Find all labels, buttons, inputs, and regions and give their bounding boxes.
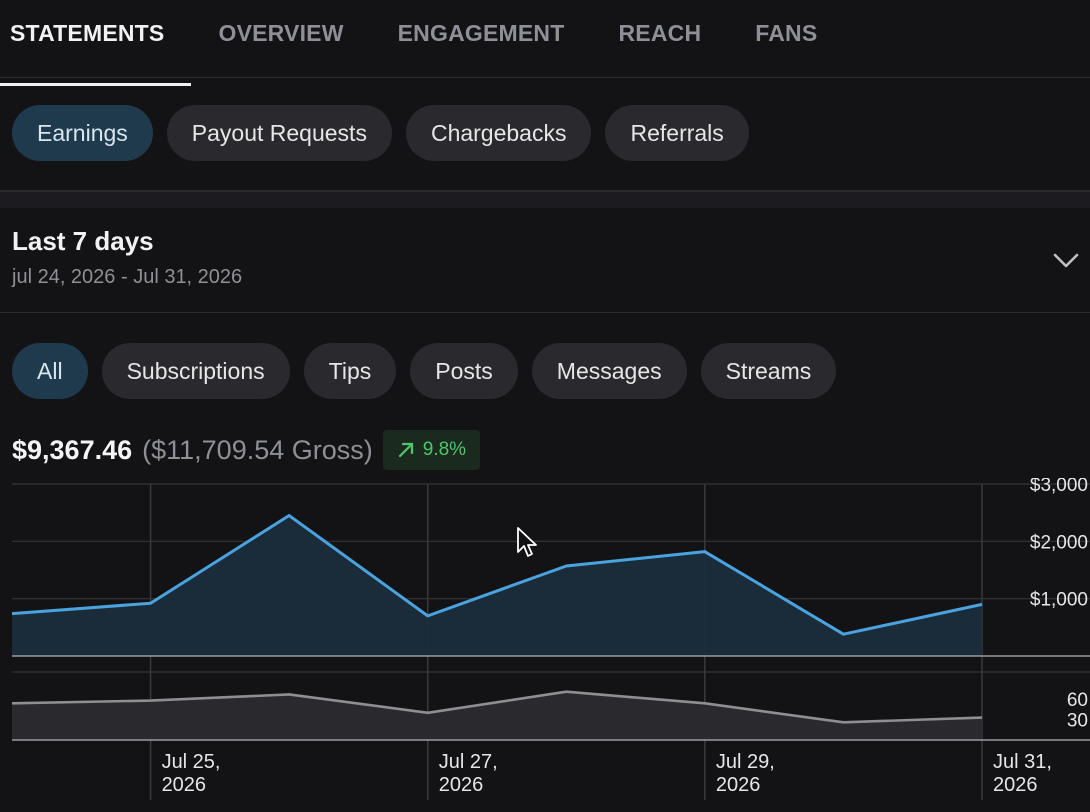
x-tick-label-year: 2026 — [162, 774, 207, 796]
tab-statements[interactable]: STATEMENTS — [0, 0, 192, 86]
net-earnings: $9,367.46 — [12, 434, 133, 465]
pill-payout-requests[interactable]: Payout Requests — [166, 105, 392, 161]
filter-posts[interactable]: Posts — [410, 343, 518, 399]
trend-up-icon — [398, 442, 413, 458]
x-tick-label: Jul 27, — [439, 751, 498, 773]
earning-type-filters: All Subscriptions Tips Posts Messages St… — [12, 343, 837, 399]
earnings-summary: $9,367.46 ($11,709.54 Gross) 9.8% — [12, 430, 481, 470]
earnings-area — [12, 515, 982, 656]
pill-referrals[interactable]: Referrals — [605, 105, 749, 161]
y-tick-label: $2,000 — [1030, 532, 1088, 553]
section-divider — [0, 190, 1090, 208]
x-tick-label-year: 2026 — [439, 774, 484, 796]
pill-earnings[interactable]: Earnings — [12, 105, 153, 161]
change-badge: 9.8% — [382, 430, 481, 470]
tab-fans[interactable]: FANS — [755, 20, 818, 46]
earnings-line — [11, 514, 983, 636]
y-tick-label: $1,000 — [1030, 590, 1088, 611]
x-tick-label-year: 2026 — [716, 774, 761, 796]
filter-messages[interactable]: Messages — [531, 343, 687, 399]
chevron-down-icon[interactable] — [1052, 246, 1080, 274]
filter-subscriptions[interactable]: Subscriptions — [101, 343, 290, 399]
x-tick-label-year: 2026 — [993, 774, 1038, 796]
period-title: Last 7 days — [12, 226, 154, 256]
x-tick-label: Jul 25, — [162, 751, 221, 773]
tab-reach[interactable]: REACH — [618, 20, 702, 46]
filter-all[interactable]: All — [12, 343, 88, 399]
change-value: 9.8% — [422, 439, 467, 460]
filter-tips[interactable]: Tips — [303, 343, 397, 399]
gross-earnings: ($11,709.54 Gross) — [142, 434, 373, 465]
count-line — [11, 690, 983, 724]
y-tick-label: 60 — [1067, 690, 1088, 711]
filter-streams[interactable]: Streams — [700, 343, 837, 399]
mouse-cursor-icon — [517, 527, 537, 557]
period-range: jul 24, 2026 - Jul 31, 2026 — [12, 266, 243, 288]
tab-engagement[interactable]: ENGAGEMENT — [397, 20, 565, 46]
x-tick-label: Jul 29, — [716, 751, 775, 773]
pill-chargebacks[interactable]: Chargebacks — [405, 105, 592, 161]
top-tabs: STATEMENTS OVERVIEW ENGAGEMENT REACH FAN… — [0, 0, 1090, 86]
x-tick-label: Jul 31, — [993, 751, 1052, 773]
statement-type-pills: Earnings Payout Requests Chargebacks Ref… — [12, 105, 749, 161]
count-area — [12, 691, 982, 740]
y-tick-label: $3,000 — [1030, 478, 1088, 496]
y-tick-label: 30 — [1067, 711, 1088, 732]
tab-overview[interactable]: OVERVIEW — [218, 20, 344, 46]
period-selector[interactable]: Last 7 days jul 24, 2026 - Jul 31, 2026 — [0, 206, 1090, 313]
